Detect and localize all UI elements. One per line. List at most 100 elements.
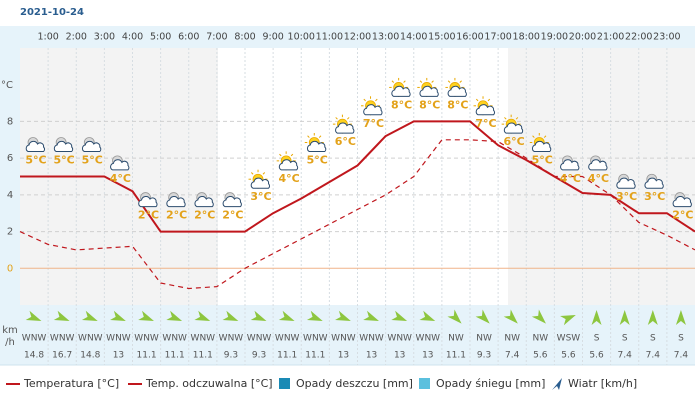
wind-speed: 13: [338, 351, 349, 361]
x-tick-label: 17:00: [484, 32, 511, 43]
cloud: [588, 159, 608, 171]
wind-speed: 9.3: [224, 351, 238, 361]
x-tick-label: 11:00: [316, 32, 343, 43]
sun-ray: [532, 135, 535, 138]
legend-label: Temperatura [°C]: [23, 377, 119, 390]
y-tick-label: 0: [7, 263, 13, 274]
wind-arrow: [250, 310, 267, 322]
wind-speed: 9.3: [477, 351, 491, 361]
legend-swatch: [419, 378, 430, 389]
wind-arrow: [306, 310, 323, 322]
wind-arrow: [391, 310, 408, 322]
wind-direction: S: [594, 334, 600, 344]
cloud: [475, 104, 496, 116]
weather-icon: [110, 155, 130, 171]
hour-header: [0, 26, 695, 48]
sun-ray: [419, 80, 423, 83]
cloud: [672, 195, 692, 208]
wind-arrow: [222, 310, 239, 322]
x-tick-label: 4:00: [122, 32, 143, 43]
arrow-shape: [363, 310, 379, 322]
wind-arrow: [81, 310, 98, 322]
x-tick-label: 9:00: [262, 32, 283, 43]
wind-speed: 11.1: [193, 351, 213, 361]
wind-direction: S: [678, 334, 684, 344]
wind-arrow: [138, 310, 154, 322]
x-tick-label: 14:00: [400, 32, 427, 43]
cloud: [278, 159, 299, 171]
arrow-shape: [81, 310, 98, 322]
wind-direction: WNW: [106, 334, 131, 344]
forecast-temp: 7°C: [475, 117, 496, 130]
wind-direction: NW: [532, 334, 548, 344]
forecast-temp: 7°C: [363, 117, 384, 130]
legend-label: Opady deszczu [mm]: [296, 377, 413, 390]
forecast-temp: 2°C: [672, 209, 693, 222]
weather-icon: [194, 192, 214, 208]
forecast-temp: 3°C: [644, 190, 665, 203]
weather-icon: [361, 96, 383, 116]
wind-direction: WNW: [331, 334, 356, 344]
arrow-shape: [619, 310, 630, 325]
sun-ray: [504, 117, 507, 120]
wind-speed: 5.6: [561, 351, 576, 361]
x-tick-label: 19:00: [541, 32, 568, 43]
y-unit: °C: [1, 80, 13, 91]
cloud: [82, 140, 102, 152]
sun-ray: [307, 135, 310, 138]
arrow-shape: [503, 309, 518, 324]
left-panel: [0, 48, 20, 365]
x-tick-label: 15:00: [428, 32, 455, 43]
cloud: [250, 177, 271, 189]
y-tick-label: 2: [7, 227, 13, 238]
cloud: [25, 140, 46, 152]
wind-direction: WNW: [247, 334, 272, 344]
forecast-temp: 3°C: [616, 190, 637, 203]
weather-icon: [138, 192, 158, 208]
wind-speed: 13: [113, 351, 124, 361]
series-line: [20, 120, 695, 233]
wind-speed: 7.4: [505, 351, 520, 361]
arrow-shape: [531, 309, 546, 324]
wind-arrow: [503, 309, 518, 324]
cloud: [644, 177, 664, 189]
wind-speed: 11.1: [446, 351, 466, 361]
wind-speed: 16.7: [52, 351, 72, 361]
x-tick-label: 21:00: [597, 32, 624, 43]
arrow-shape: [110, 310, 126, 322]
sun-ray: [262, 172, 266, 175]
wind-arrow: [53, 310, 70, 322]
sun-ray: [475, 98, 479, 102]
wind-speed: 11.1: [165, 351, 185, 361]
weather-icon: [53, 137, 74, 152]
forecast-temp: 2°C: [194, 209, 215, 222]
wind-direction: WNW: [191, 334, 216, 344]
wind-direction: S: [622, 334, 628, 344]
sun-ray: [403, 80, 406, 83]
forecast-temp: 2°C: [138, 209, 159, 222]
forecast-temp: 5°C: [54, 154, 75, 167]
wind-arrow: [166, 310, 183, 322]
legend-swatch: [552, 378, 562, 390]
weather-icon: [166, 192, 186, 208]
night-shade: [508, 48, 695, 305]
wind-direction: WNW: [162, 334, 187, 344]
wind-direction: NW: [448, 334, 464, 344]
y-tick-label: 8: [7, 116, 13, 127]
sun-ray: [335, 117, 338, 120]
forecast-temp: 6°C: [335, 135, 356, 148]
cloud: [616, 177, 636, 189]
forecast-temp: 4°C: [588, 172, 609, 185]
sun-ray: [250, 172, 254, 175]
wind-direction: WNW: [219, 334, 244, 344]
wind-direction: WNW: [50, 334, 75, 344]
wind-arrow: [591, 310, 602, 325]
wind-arrow: [335, 310, 351, 322]
arrow-shape: [222, 310, 239, 322]
wind-direction: WNW: [22, 334, 47, 344]
forecast-temp: 5°C: [25, 154, 46, 167]
arrow-shape: [419, 310, 436, 322]
cloud: [222, 195, 242, 208]
wind-direction: WNW: [416, 334, 441, 344]
sun-ray: [543, 135, 547, 138]
